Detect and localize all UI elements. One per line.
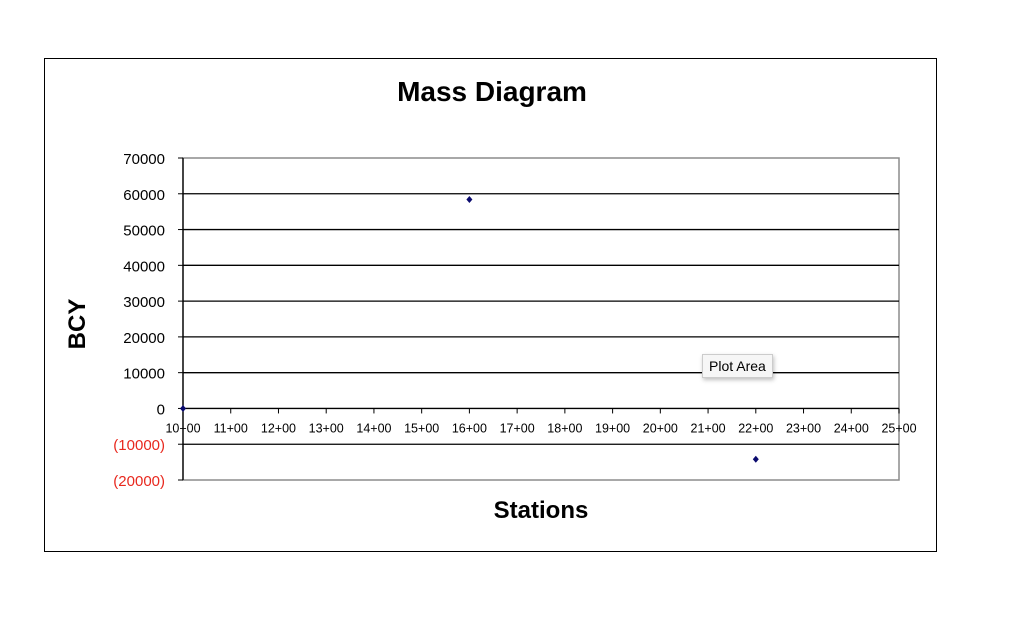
x-axis-label: Stations	[493, 497, 589, 524]
y-tick-label: 40000	[123, 258, 165, 275]
x-tick-label: 12+00	[261, 421, 296, 435]
y-tick-label: 60000	[123, 187, 165, 204]
chart-frame	[44, 58, 937, 552]
data-point	[752, 455, 759, 463]
y-tick-label: (10000)	[113, 437, 165, 454]
y-tick-label: 0	[157, 401, 165, 418]
x-tick-label: 16+00	[452, 421, 487, 435]
x-tick-label: 21+00	[691, 421, 726, 435]
plot-area-tooltip: Plot Area	[702, 354, 773, 378]
data-point	[180, 404, 186, 412]
x-tick-label: 11+00	[214, 421, 248, 435]
x-tick-label: 10+00	[165, 421, 200, 435]
y-tick-label: (20000)	[113, 473, 165, 490]
x-tick-label: 18+00	[547, 421, 582, 435]
data-point	[466, 196, 473, 204]
x-tick-label: 13+00	[309, 421, 344, 435]
y-tick-label: 30000	[123, 294, 165, 311]
x-tick-label: 20+00	[643, 421, 678, 435]
y-tick-label: 70000	[123, 151, 165, 168]
x-tick-label: 15+00	[404, 421, 439, 435]
x-tick-label: 22+00	[738, 421, 773, 435]
y-tick-label: 10000	[123, 366, 165, 383]
x-tick-label: 17+00	[500, 421, 535, 435]
x-tick-label: 25+00	[881, 421, 916, 435]
x-tick-label: 24+00	[834, 421, 869, 435]
y-tick-label: 20000	[123, 330, 165, 347]
x-tick-label: 14+00	[356, 421, 391, 435]
x-tick-label: 19+00	[595, 421, 630, 435]
y-tick-label: 50000	[123, 223, 165, 240]
x-tick-label: 23+00	[786, 421, 821, 435]
chart-title: Mass Diagram	[397, 76, 587, 107]
